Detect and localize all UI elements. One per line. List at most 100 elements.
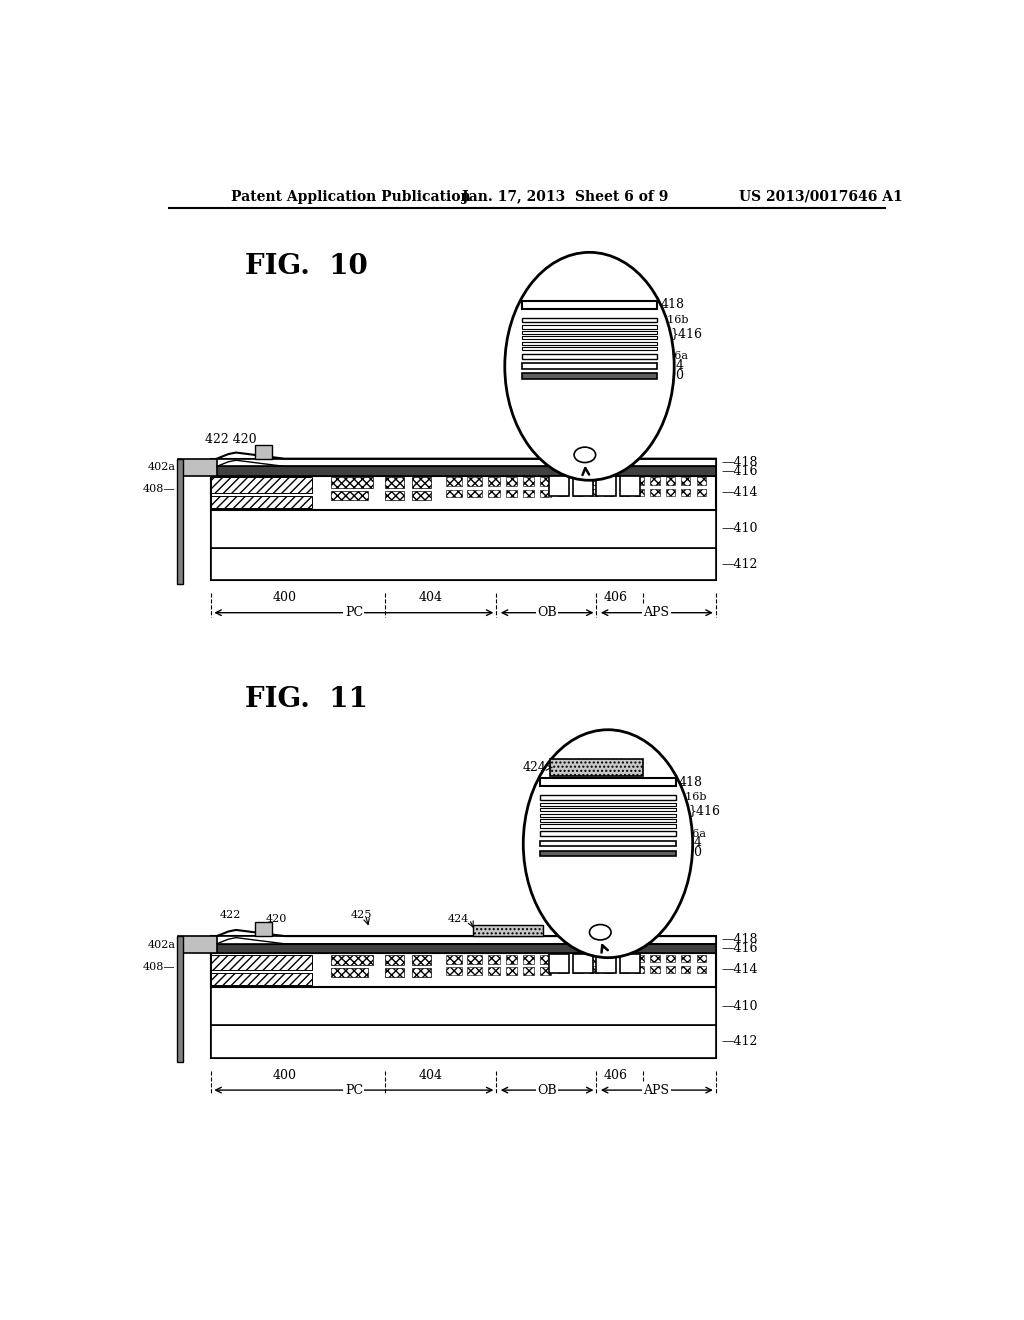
Bar <box>541 808 676 812</box>
Bar <box>541 813 676 817</box>
Bar <box>446 478 462 487</box>
Bar <box>620 488 629 496</box>
Bar <box>635 954 644 962</box>
Bar <box>523 954 535 964</box>
Bar <box>467 954 482 964</box>
Bar <box>506 478 517 487</box>
Bar <box>385 491 403 499</box>
Bar <box>696 954 706 962</box>
Bar <box>506 954 517 964</box>
Bar <box>521 326 657 329</box>
Bar <box>521 354 657 359</box>
Bar <box>681 966 690 973</box>
Bar <box>541 779 676 785</box>
Bar <box>178 459 217 475</box>
Text: PD: PD <box>622 482 639 490</box>
Bar <box>487 478 500 487</box>
Text: }416: }416 <box>671 326 702 339</box>
Bar <box>521 331 657 334</box>
Bar <box>541 850 676 857</box>
Bar <box>211 478 311 492</box>
Bar <box>549 477 568 496</box>
Bar <box>696 966 706 973</box>
Bar <box>177 459 183 585</box>
Bar <box>604 478 613 484</box>
Bar <box>635 478 644 484</box>
Bar <box>211 459 716 466</box>
Bar <box>211 953 716 987</box>
Bar <box>331 491 368 499</box>
Bar <box>521 318 657 322</box>
Text: PD: PD <box>574 482 591 490</box>
Bar <box>467 490 482 498</box>
Text: PC: PC <box>345 606 362 619</box>
Bar <box>521 374 657 379</box>
Bar <box>635 966 644 973</box>
Bar <box>541 795 676 800</box>
Bar <box>666 478 675 484</box>
Text: 400: 400 <box>272 1069 297 1081</box>
Bar <box>541 478 551 487</box>
Bar <box>573 478 583 484</box>
Bar <box>178 936 217 953</box>
Bar <box>620 478 629 484</box>
Bar <box>558 488 567 496</box>
Text: PD: PD <box>598 482 615 490</box>
Bar <box>696 488 706 496</box>
Text: —416: —416 <box>722 465 759 478</box>
Bar <box>541 803 676 807</box>
Bar <box>541 954 551 964</box>
Bar <box>650 966 659 973</box>
Text: 404: 404 <box>419 1069 442 1081</box>
Bar <box>541 832 676 836</box>
Bar <box>558 954 567 962</box>
Bar <box>331 478 373 488</box>
Bar <box>506 490 517 498</box>
Bar <box>523 490 535 498</box>
Bar <box>681 488 690 496</box>
Text: 425: 425 <box>351 909 373 920</box>
Bar <box>604 966 613 973</box>
Text: 424: 424 <box>447 915 469 924</box>
Bar <box>211 466 716 475</box>
Bar <box>666 954 675 962</box>
Text: Jan. 17, 2013  Sheet 6 of 9: Jan. 17, 2013 Sheet 6 of 9 <box>462 190 668 203</box>
Bar <box>385 954 403 965</box>
Text: PD: PD <box>550 482 567 490</box>
Text: APS: APS <box>643 606 670 619</box>
Text: —410: —410 <box>722 999 759 1012</box>
Bar <box>467 966 482 974</box>
Ellipse shape <box>590 924 611 940</box>
Bar <box>550 759 643 776</box>
Bar <box>620 954 629 962</box>
Bar <box>549 954 568 973</box>
Text: OB: OB <box>538 606 557 619</box>
Bar <box>521 363 657 368</box>
Bar <box>446 954 462 964</box>
Text: 400: 400 <box>660 370 684 381</box>
Bar <box>211 973 311 985</box>
Bar <box>487 954 500 964</box>
Bar <box>211 495 311 508</box>
Bar <box>211 944 716 953</box>
Text: 416a: 416a <box>679 829 707 838</box>
Text: PD: PD <box>622 958 639 968</box>
Bar <box>211 459 716 581</box>
Text: —416: —416 <box>722 942 759 954</box>
Text: —414: —414 <box>722 964 759 977</box>
Text: Patent Application Publication: Patent Application Publication <box>230 190 470 203</box>
Text: —412: —412 <box>722 557 759 570</box>
Bar <box>446 490 462 498</box>
Bar <box>412 954 431 965</box>
Text: —412: —412 <box>722 1035 759 1048</box>
Bar <box>467 478 482 487</box>
Text: —414: —414 <box>722 486 759 499</box>
Text: 418: 418 <box>679 776 702 788</box>
Text: 408—: 408— <box>142 484 175 495</box>
Bar <box>412 478 431 488</box>
Bar <box>621 477 640 496</box>
Text: APS: APS <box>643 1084 670 1097</box>
Bar <box>681 478 690 484</box>
Text: 408—: 408— <box>142 962 175 972</box>
Bar <box>211 1026 716 1057</box>
